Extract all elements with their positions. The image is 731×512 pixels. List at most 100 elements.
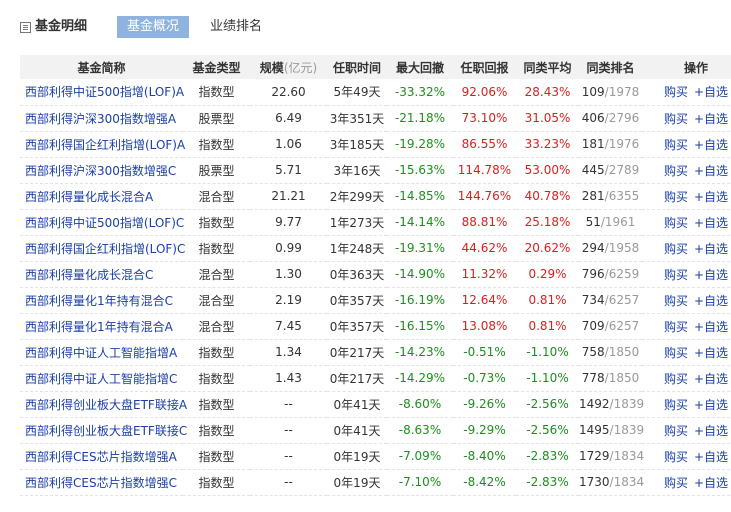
col-header-size-label: 规模 [259, 60, 284, 75]
fund-name-link[interactable]: 西部利得量化1年持有混合A [20, 313, 183, 340]
fund-ops: 购买 +自选 [642, 131, 731, 158]
add-watchlist-button[interactable]: +自选 [693, 163, 729, 178]
add-watchlist-button[interactable]: +自选 [693, 345, 729, 360]
fund-drawdown: -14.29% [387, 365, 453, 392]
add-watchlist-button[interactable]: +自选 [693, 85, 729, 100]
fund-name-link[interactable]: 西部利得量化成长混合A [20, 183, 183, 210]
buy-button[interactable]: 购买 [663, 319, 688, 334]
add-watchlist-button[interactable]: +自选 [693, 449, 729, 464]
fund-type: 混合型 [183, 287, 250, 314]
add-watchlist-button[interactable]: +自选 [693, 241, 729, 256]
table-row: 西部利得沪深300指数增强A 股票型 6.49 3年351天 -21.18% 73.10%… [20, 105, 731, 132]
fund-return: 13.08% [453, 313, 516, 340]
add-watchlist-button[interactable]: +自选 [693, 293, 729, 308]
table-header-row: 基金简称 基金类型 规模(亿元) 任职时间 最大回撤 任职回报 同类平均 同类排… [20, 55, 731, 79]
tab-performance-ranking[interactable]: 业绩排名 [210, 19, 263, 34]
fund-size: 6.49 [250, 105, 327, 132]
buy-button[interactable]: 购买 [663, 241, 688, 256]
fund-size: 2.19 [250, 287, 327, 314]
fund-tenure: 0年19天 [327, 443, 387, 470]
fund-type: 指数型 [183, 469, 250, 496]
fund-name-link[interactable]: 西部利得中证500指增(LOF)C [20, 209, 184, 236]
col-header-type: 基金类型 [183, 55, 250, 79]
fund-drawdown: -15.63% [387, 157, 453, 184]
fund-type: 指数型 [183, 443, 250, 470]
fund-rank: 1729/1834 [579, 443, 644, 470]
table-row: 西部利得量化1年持有混合A 混合型 7.45 0年357天 -16.15% 13.08% 0… [20, 313, 731, 340]
add-watchlist-button[interactable]: +自选 [693, 111, 729, 126]
fund-category-avg: 20.62% [516, 235, 579, 262]
fund-ops: 购买 +自选 [642, 157, 731, 184]
buy-button[interactable]: 购买 [663, 189, 688, 204]
fund-type: 指数型 [183, 209, 250, 236]
fund-name-link[interactable]: 西部利得量化1年持有混合C [20, 287, 183, 314]
fund-name-link[interactable]: 西部利得中证500指增(LOF)A [20, 79, 184, 106]
section-title[interactable]: 基金明细 [20, 19, 87, 35]
fund-name-link[interactable]: 西部利得沪深300指数增强A [20, 105, 183, 132]
buy-button[interactable]: 购买 [663, 111, 688, 126]
tab-fund-overview[interactable]: 基金概况 [117, 16, 190, 38]
fund-ops: 购买 +自选 [642, 79, 731, 106]
fund-return: 88.81% [453, 209, 516, 236]
fund-rank-total: /1839 [609, 397, 645, 411]
add-watchlist-button[interactable]: +自选 [693, 215, 729, 230]
fund-rank-total: /1850 [604, 371, 640, 385]
fund-rank-total: /1834 [609, 475, 645, 489]
list-collapse-icon[interactable] [20, 21, 31, 33]
add-watchlist-button[interactable]: +自选 [693, 397, 729, 412]
fund-category-avg: -1.10% [516, 339, 579, 366]
add-watchlist-button[interactable]: +自选 [693, 475, 729, 490]
fund-size: 22.60 [250, 79, 327, 106]
fund-size: -- [250, 469, 327, 496]
fund-name-link[interactable]: 西部利得创业板大盘ETF联接A [20, 391, 187, 418]
buy-button[interactable]: 购买 [663, 397, 688, 412]
buy-button[interactable]: 购买 [663, 85, 688, 100]
col-header-size-unit: (亿元) [283, 60, 318, 75]
table-row: 西部利得中证500指增(LOF)C 指数型 9.77 1年273天 -14.14% 88.… [20, 209, 731, 236]
fund-table: 基金简称 基金类型 规模(亿元) 任职时间 最大回撤 任职回报 同类平均 同类排… [20, 55, 731, 496]
fund-return: 114.78% [453, 157, 516, 184]
fund-name-link[interactable]: 西部利得量化成长混合C [20, 261, 183, 288]
fund-rank-value: 1730 [579, 475, 610, 489]
buy-button[interactable]: 购买 [663, 345, 688, 360]
fund-name-link[interactable]: 西部利得中证人工智能指增A [20, 339, 183, 366]
buy-button[interactable]: 购买 [663, 293, 688, 308]
fund-return: 11.32% [453, 261, 516, 288]
fund-tenure: 0年217天 [327, 365, 387, 392]
fund-name-link[interactable]: 西部利得CES芯片指数增强A [20, 443, 183, 470]
buy-button[interactable]: 购买 [663, 423, 688, 438]
fund-name-link[interactable]: 西部利得CES芯片指数增强C [20, 469, 183, 496]
fund-name-link[interactable]: 西部利得沪深300指数增强C [20, 157, 183, 184]
fund-ops: 购买 +自选 [642, 339, 731, 366]
add-watchlist-button[interactable]: +自选 [693, 423, 729, 438]
add-watchlist-button[interactable]: +自选 [693, 319, 729, 334]
buy-button[interactable]: 购买 [663, 449, 688, 464]
fund-type: 混合型 [183, 313, 250, 340]
add-watchlist-button[interactable]: +自选 [693, 137, 729, 152]
add-watchlist-button[interactable]: +自选 [693, 371, 729, 386]
buy-button[interactable]: 购买 [663, 137, 688, 152]
fund-tenure: 0年357天 [327, 313, 387, 340]
fund-rank: 109/1978 [579, 79, 642, 106]
buy-button[interactable]: 购买 [663, 163, 688, 178]
table-row: 西部利得量化1年持有混合C 混合型 2.19 0年357天 -16.19% 12.64% 0… [20, 287, 731, 314]
add-watchlist-button[interactable]: +自选 [693, 267, 729, 282]
fund-name-link[interactable]: 西部利得国企红利指增(LOF)A [20, 131, 185, 158]
buy-button[interactable]: 购买 [663, 475, 688, 490]
fund-name-link[interactable]: 西部利得创业板大盘ETF联接C [20, 417, 187, 444]
add-watchlist-button[interactable]: +自选 [693, 189, 729, 204]
fund-name-link[interactable]: 西部利得中证人工智能指增C [20, 365, 183, 392]
col-header-name: 基金简称 [20, 55, 183, 79]
buy-button[interactable]: 购买 [663, 371, 688, 386]
fund-size: 1.06 [250, 131, 327, 158]
buy-button[interactable]: 购买 [663, 215, 688, 230]
fund-drawdown: -16.15% [387, 313, 453, 340]
fund-rank-total: /1961 [600, 215, 636, 229]
fund-name-link[interactable]: 西部利得国企红利指增(LOF)C [20, 235, 185, 262]
fund-size: 5.71 [250, 157, 327, 184]
table-row: 西部利得国企红利指增(LOF)A 指数型 1.06 3年185天 -19.28% 86.5… [20, 131, 731, 158]
fund-rank-value: 1492 [579, 397, 610, 411]
fund-return: 12.64% [453, 287, 516, 314]
buy-button[interactable]: 购买 [663, 267, 688, 282]
fund-category-avg: 25.18% [516, 209, 579, 236]
